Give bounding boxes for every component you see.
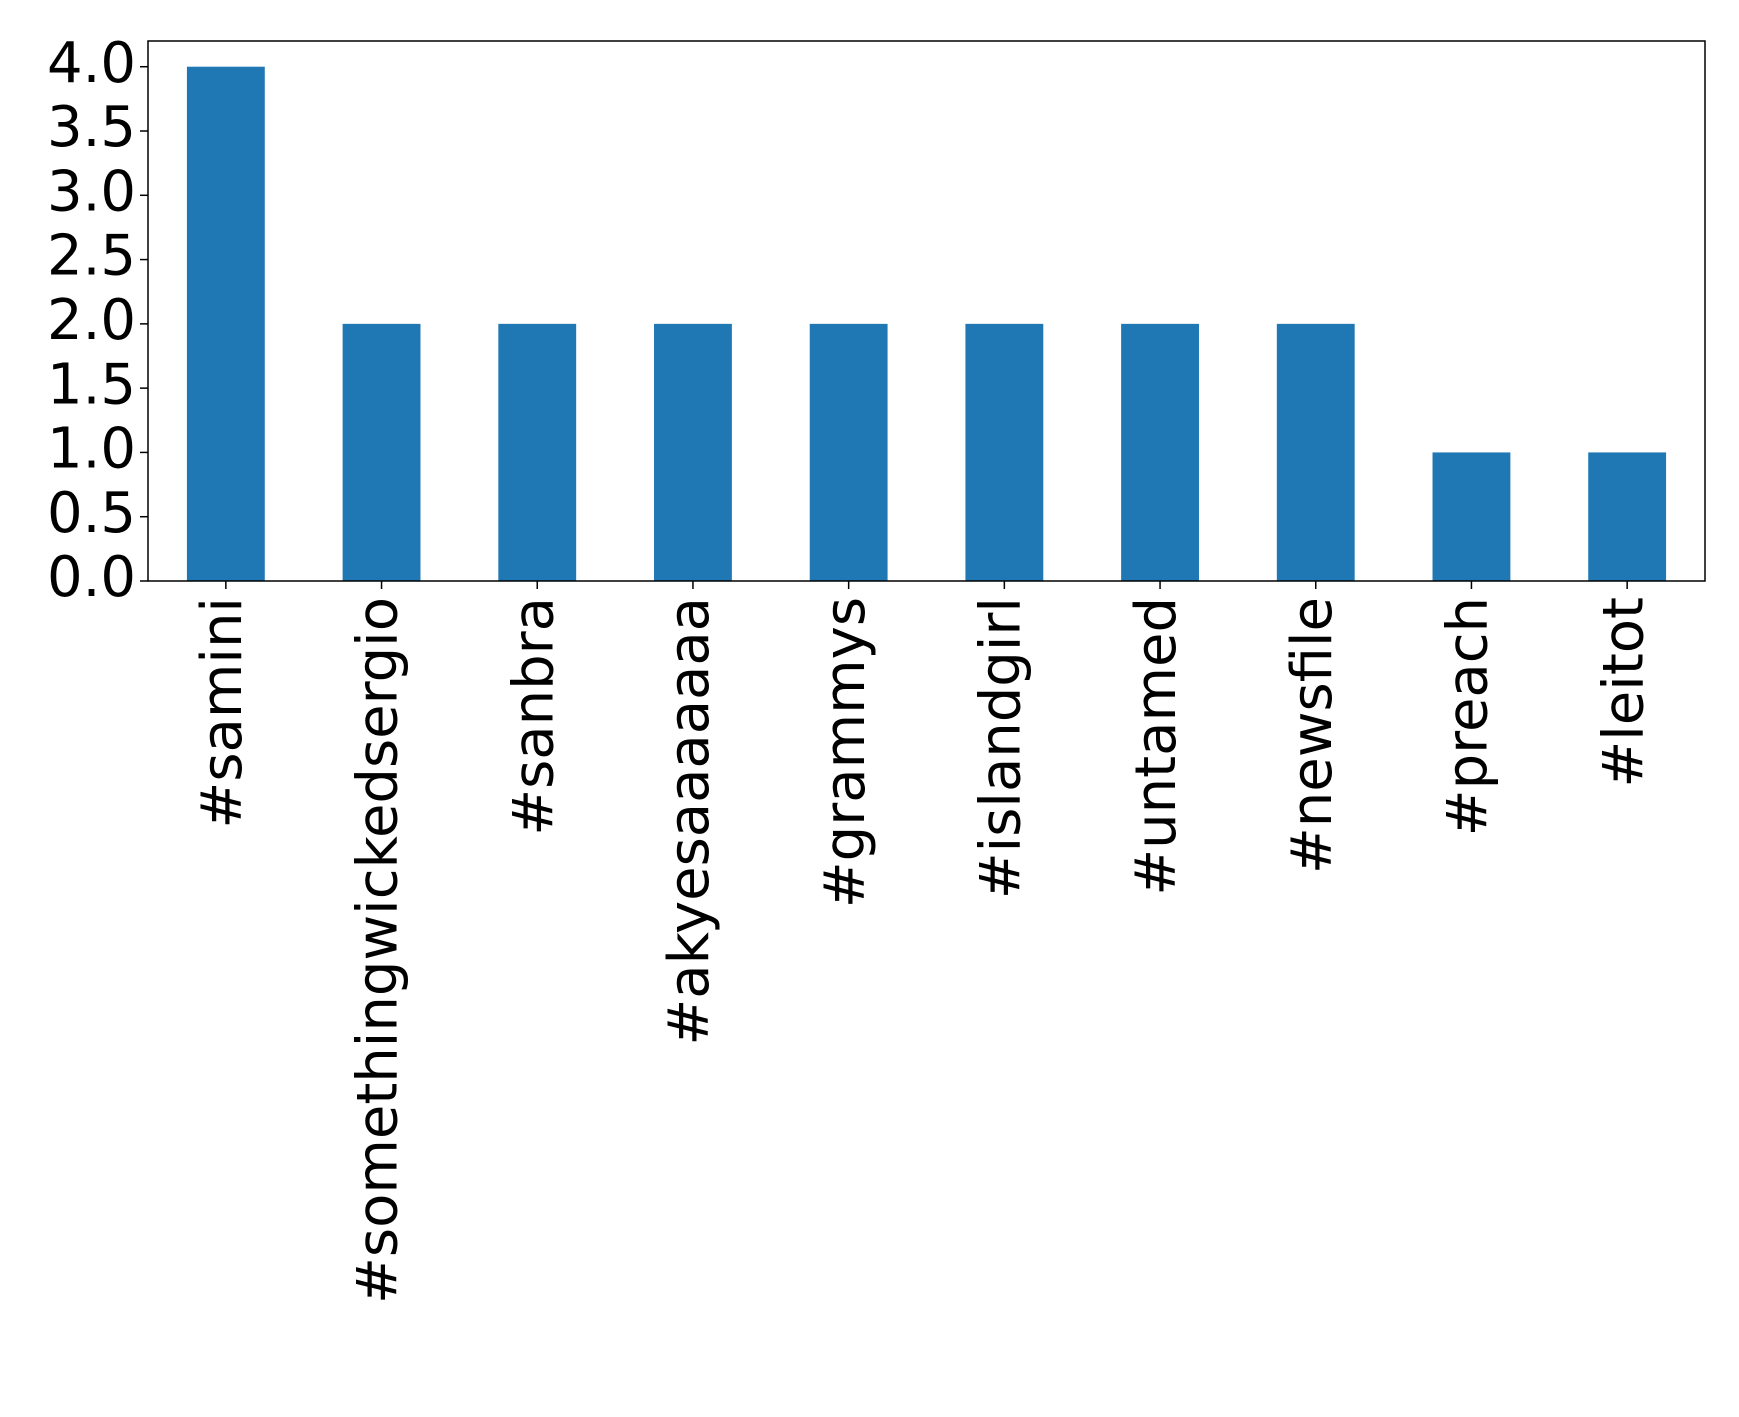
- y-tick-label: 2.5: [47, 224, 136, 289]
- x-tick-label: #samini: [190, 597, 255, 829]
- bar: [1588, 452, 1667, 581]
- y-tick-label: 0.5: [47, 481, 136, 546]
- y-tick-label: 0.0: [47, 545, 136, 610]
- y-tick-label: 2.0: [47, 288, 136, 353]
- bar: [498, 323, 577, 581]
- y-tick-label: 3.5: [47, 95, 136, 160]
- bar: [809, 323, 888, 581]
- bar: [1432, 452, 1511, 581]
- y-tick-label: 1.5: [47, 352, 136, 417]
- bar: [965, 323, 1044, 581]
- x-tick-label: #grammys: [813, 597, 878, 908]
- bar: [342, 323, 421, 581]
- x-tick-label: #somethingwickedsergio: [346, 597, 411, 1304]
- y-tick-label: 3.0: [47, 159, 136, 224]
- bar: [186, 66, 265, 581]
- y-tick-label: 4.0: [47, 31, 136, 96]
- x-tick-label: #preach: [1436, 597, 1501, 836]
- plot-frame: [147, 40, 1706, 582]
- x-tick-label: #akyesaaaaaaa: [657, 597, 722, 1046]
- bar: [1121, 323, 1199, 581]
- x-tick-label: #newsfile: [1280, 597, 1345, 874]
- bar: [1276, 323, 1355, 581]
- bar: [654, 323, 732, 581]
- x-tick-label: #untamed: [1124, 597, 1189, 896]
- y-tick-label: 1.0: [47, 417, 136, 482]
- x-tick-label: #islandgirl: [968, 597, 1033, 899]
- x-tick-label: #sanbra: [501, 597, 566, 836]
- x-tick-label: #leitot: [1591, 597, 1656, 788]
